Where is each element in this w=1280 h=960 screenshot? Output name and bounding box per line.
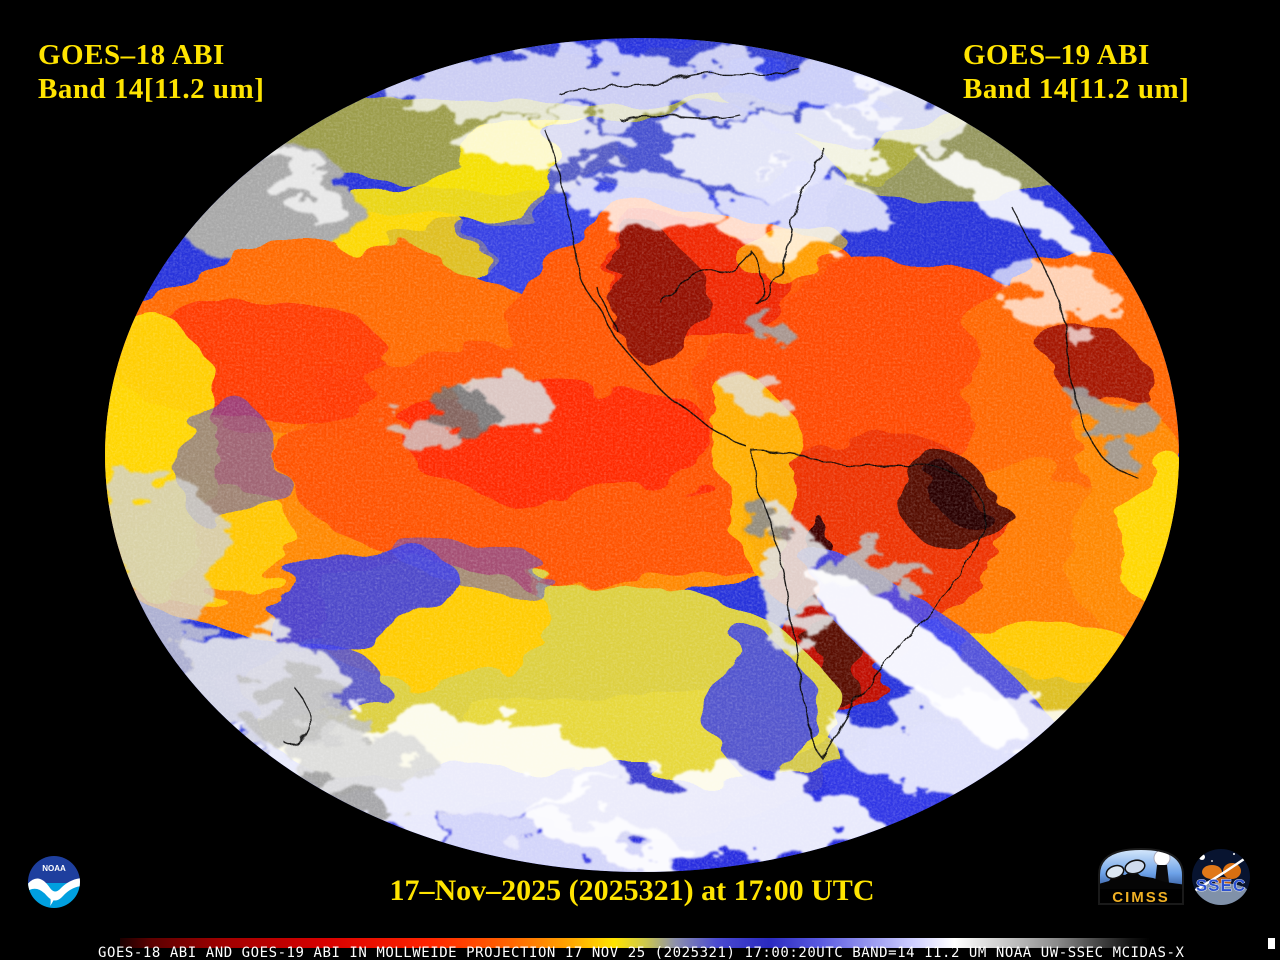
- satellite-band-left: Band 14[11.2 um]: [38, 73, 265, 105]
- cimss-logo-text: CIMSS: [1112, 889, 1170, 906]
- cimss-logo: CIMSS: [1098, 847, 1184, 906]
- colorbar-end-tick: [1268, 938, 1275, 949]
- caption-bar-text: GOES-18 ABI AND GOES-19 ABI IN MOLLWEIDE…: [98, 945, 1185, 960]
- image-timestamp: 17–Nov–2025 (2025321) at 17:00 UTC: [389, 874, 875, 907]
- satellite-title-right: GOES–19 ABI: [963, 39, 1150, 71]
- temperature-colorbar: [120, 938, 1150, 948]
- satellite-band-right: Band 14[11.2 um]: [963, 73, 1190, 105]
- noaa-logo: NOAA: [28, 856, 80, 908]
- satellite-title-left: GOES–18 ABI: [38, 39, 225, 71]
- satellite-label-right: GOES–19 ABI Band 14[11.2 um]: [963, 38, 1189, 106]
- ssec-logo-text: SSEC: [1196, 876, 1246, 895]
- ssec-logo: SSEC: [1192, 849, 1250, 905]
- satellite-label-left: GOES–18 ABI Band 14[11.2 um]: [38, 38, 264, 106]
- noaa-logo-text: NOAA: [42, 864, 66, 873]
